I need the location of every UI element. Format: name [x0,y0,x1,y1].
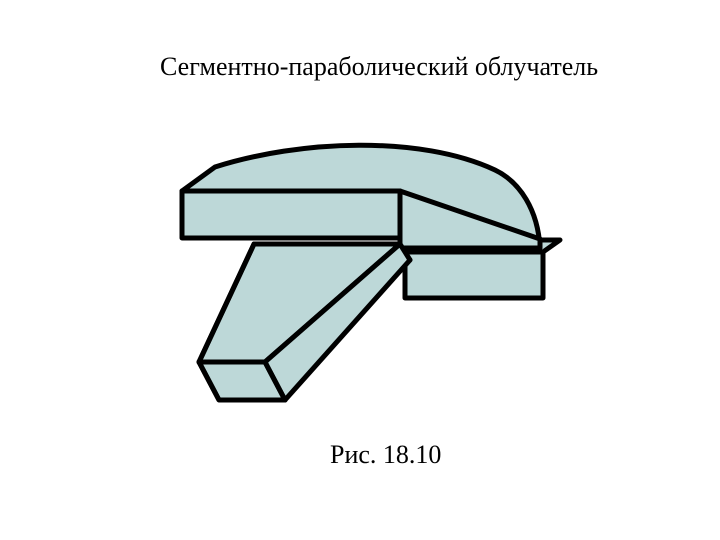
face-main-back-side [182,191,400,238]
figure-canvas: Сегментно-параболический облучатель Рис.… [0,0,720,540]
figure-caption: Рис. 18.10 [330,440,441,470]
face-right-wg-side [405,252,543,298]
